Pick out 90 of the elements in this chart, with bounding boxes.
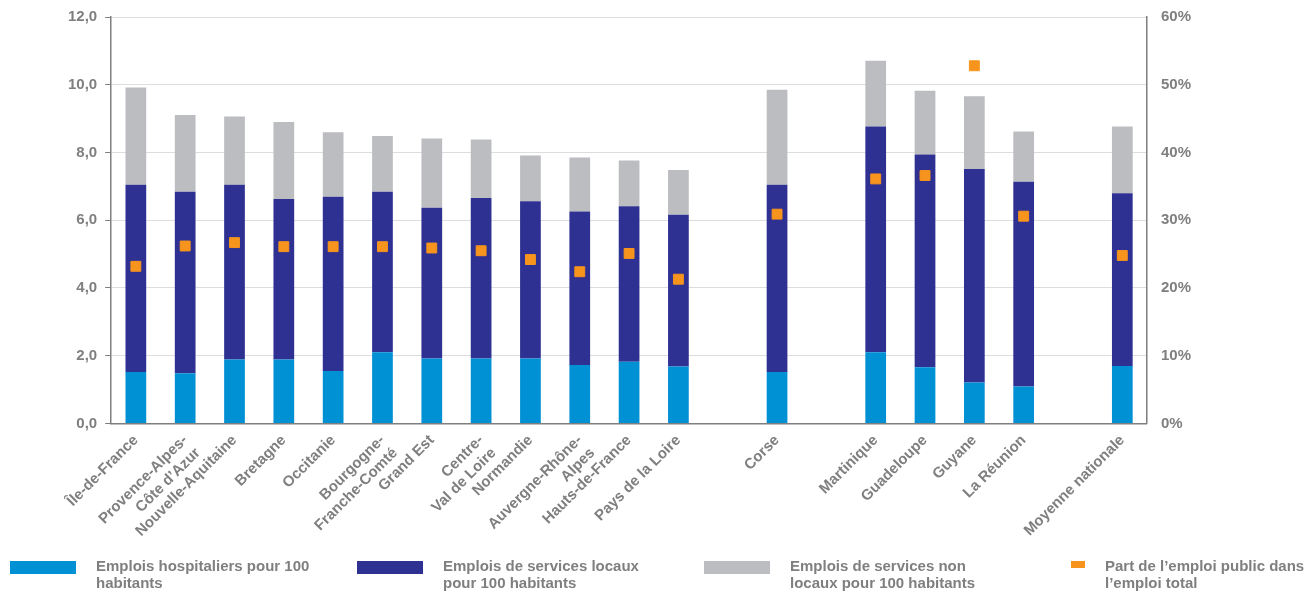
bar <box>520 201 541 359</box>
point <box>426 242 438 254</box>
bar <box>421 358 443 423</box>
bar <box>1111 365 1133 423</box>
bar <box>174 114 196 192</box>
bar <box>421 138 443 208</box>
bar <box>618 160 640 207</box>
point <box>377 241 388 253</box>
point <box>771 208 783 220</box>
bar <box>224 359 245 423</box>
bar <box>963 96 985 170</box>
y-tick-label: 0,0 <box>76 413 98 431</box>
bar <box>520 155 541 202</box>
bar <box>668 366 689 423</box>
legend-label: Emplois hospitaliers pour 100 habitants <box>96 557 311 591</box>
bar <box>273 198 295 360</box>
y-tick-label: 12,0 <box>67 7 98 25</box>
y-tick-label: 2,0 <box>76 345 98 363</box>
bar <box>421 207 443 359</box>
point <box>1116 250 1128 261</box>
bar <box>174 191 196 374</box>
point <box>870 173 882 185</box>
bar <box>322 132 344 197</box>
bar <box>963 169 985 383</box>
legend-label: Emplois de services locaux pour 100 habitants <box>443 557 640 591</box>
bar <box>766 89 788 185</box>
bar <box>224 116 245 185</box>
bar <box>865 126 887 353</box>
y2-tick-label: 60% <box>1160 7 1192 25</box>
bar <box>125 184 147 372</box>
bar <box>322 196 344 371</box>
bar <box>372 352 393 423</box>
bar <box>322 370 344 423</box>
bar <box>914 154 936 368</box>
point <box>919 170 931 181</box>
bar <box>470 139 492 198</box>
point <box>130 260 142 272</box>
legend-label: Part de l’emploi public dans l’emploi total <box>1105 557 1305 591</box>
bar <box>125 87 147 185</box>
bar <box>125 372 147 423</box>
bar <box>470 358 492 423</box>
bar <box>470 197 492 359</box>
bar <box>766 184 788 372</box>
bar <box>1013 181 1035 387</box>
y2-tick-label: 20% <box>1160 278 1192 296</box>
point <box>278 241 290 253</box>
bar <box>914 90 936 155</box>
y2-tick-label: 40% <box>1160 142 1192 160</box>
y-tick-label: 8,0 <box>76 142 98 160</box>
point <box>672 273 684 285</box>
y-tick-label: 10,0 <box>67 74 98 92</box>
legend-label: Emplois de services non locaux pour 100 habitants <box>790 557 977 591</box>
point <box>179 240 191 252</box>
bar <box>1111 193 1133 366</box>
point <box>574 266 586 278</box>
y2-tick-label: 30% <box>1160 210 1192 228</box>
point <box>1018 210 1030 222</box>
point <box>475 245 487 257</box>
bar <box>766 372 788 423</box>
bar <box>273 359 295 423</box>
y-tick-label: 6,0 <box>76 210 98 228</box>
point <box>229 237 240 249</box>
bar <box>1111 126 1133 194</box>
bar <box>520 358 541 423</box>
bar <box>569 364 591 423</box>
bar <box>1013 131 1035 182</box>
bar <box>618 361 640 423</box>
point <box>968 60 980 72</box>
y-tick-label: 4,0 <box>76 278 98 296</box>
y2-tick-label: 10% <box>1160 345 1192 363</box>
point <box>524 254 536 265</box>
bar <box>618 206 640 362</box>
bar <box>372 191 393 353</box>
bar <box>668 214 689 367</box>
bar <box>569 157 591 212</box>
bar <box>865 352 887 423</box>
bar <box>224 184 245 360</box>
bar <box>1013 386 1035 423</box>
y2-tick-label: 50% <box>1160 74 1192 92</box>
bar <box>174 373 196 423</box>
bar <box>865 60 887 127</box>
bar <box>914 367 936 423</box>
bar <box>668 170 689 215</box>
point <box>623 247 635 259</box>
bar <box>273 122 295 199</box>
bar <box>372 135 393 192</box>
bar <box>569 211 591 365</box>
bar <box>963 382 985 423</box>
point <box>327 241 339 253</box>
y2-tick-label: 0% <box>1160 413 1183 431</box>
